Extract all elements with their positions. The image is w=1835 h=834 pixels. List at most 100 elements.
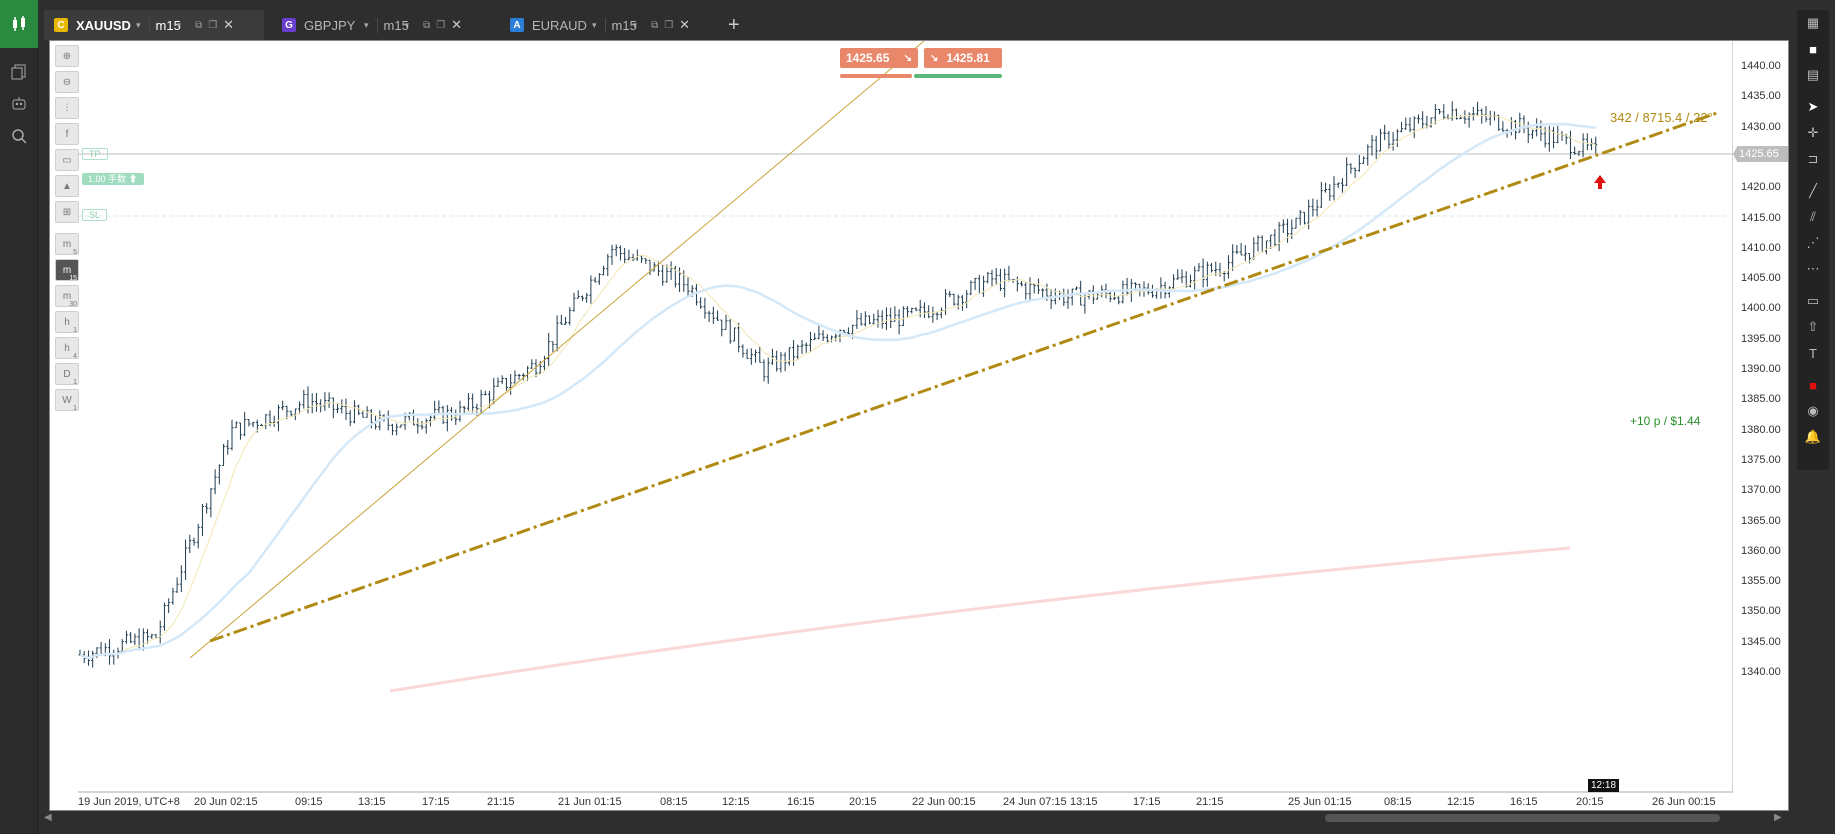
image-icon[interactable]: ▲ xyxy=(55,175,79,197)
price-tick-label: 1370.00 xyxy=(1741,484,1781,497)
layout-split-icon[interactable]: ▤ xyxy=(1806,67,1820,82)
copy-icon[interactable] xyxy=(0,56,38,88)
tab-gbpjpy[interactable]: G GBPJPY ▾ m15 ▾ ⧉ ❐ ✕ xyxy=(272,10,492,40)
facebook-icon[interactable]: f xyxy=(55,123,79,145)
duplicate-icon[interactable]: ❐ xyxy=(664,19,674,31)
measure-icon[interactable]: ⊐ xyxy=(1807,151,1819,166)
tab-timeframe[interactable]: m15 xyxy=(148,17,181,33)
symbol-badge: G xyxy=(282,18,296,32)
ma-slow-line xyxy=(79,122,1596,660)
tp-tag[interactable]: TP xyxy=(82,148,108,160)
price-tick-label: 1380.00 xyxy=(1741,423,1781,436)
fibonacci-icon[interactable]: ⋯ xyxy=(1806,261,1820,276)
arrow-down-right-icon: ↘ xyxy=(903,52,912,64)
layout-single-icon[interactable]: ■ xyxy=(1809,41,1817,57)
price-tick-label: 1365.00 xyxy=(1741,514,1781,527)
chart-plot xyxy=(78,41,1733,793)
crosshair-icon[interactable]: ✛ xyxy=(1807,125,1819,140)
scroll-left-icon[interactable]: ◀ xyxy=(44,812,52,823)
sell-price-button[interactable]: 1425.65 ↘ xyxy=(840,48,918,68)
add-tab-icon[interactable]: + xyxy=(728,14,740,36)
close-icon[interactable]: ✕ xyxy=(679,17,691,32)
price-tick-label: 1375.00 xyxy=(1741,453,1781,466)
popout-icon[interactable]: ⧉ xyxy=(651,19,659,31)
horizontal-scrollbar[interactable] xyxy=(1325,814,1720,822)
time-tick-label: 25 Jun 01:15 xyxy=(1288,796,1352,808)
arrow-up-icon[interactable]: ⇧ xyxy=(1807,319,1819,334)
tab-xauusd[interactable]: C XAUUSD ▾ m15 ▾ ⧉ ❐ ✕ xyxy=(44,10,264,40)
line-icon[interactable]: ╱ xyxy=(1809,183,1817,198)
rectangle-icon[interactable]: ▭ xyxy=(1806,293,1820,308)
tab-timeframe[interactable]: m15 xyxy=(604,17,637,33)
drawing-toolbar: ▦ ■ ▤ ➤ ✛ ⊐ ╱ ⫽ ⋰ ⋯ ▭ ⇧ T ■ ◉ 🔔 xyxy=(1797,10,1829,470)
lot-size-tag[interactable]: 1.00 手数 ⬆ xyxy=(82,173,144,185)
chevron-down-icon[interactable]: ▾ xyxy=(136,19,141,30)
search-analytics-icon[interactable] xyxy=(0,120,38,152)
price-tick-label: 1350.00 xyxy=(1741,605,1781,618)
price-tick-label: 1340.00 xyxy=(1741,666,1781,678)
pitchfork-icon[interactable]: ⋰ xyxy=(1806,235,1820,250)
arrow-down-right-icon: ↘ xyxy=(930,52,939,64)
buy-price-button[interactable]: ↘ 1425.81 xyxy=(924,48,1002,68)
alert-bell-icon[interactable]: 🔔 xyxy=(1804,429,1822,444)
tab-timeframe[interactable]: m15 xyxy=(376,17,409,33)
chevron-down-icon[interactable]: ▾ xyxy=(632,19,638,30)
time-tick-label: 22 Jun 00:15 xyxy=(912,796,976,808)
candles-icon[interactable] xyxy=(0,0,38,48)
price-tick-label: 1345.00 xyxy=(1741,635,1781,648)
sell-volume-bar xyxy=(840,74,912,78)
time-tick-label: 20:15 xyxy=(849,796,877,808)
timeframe-m15[interactable]: m 15 xyxy=(55,259,79,282)
popout-icon[interactable]: ⧉ xyxy=(423,19,431,31)
trendline-label: 342 / 8715.4 / 22° xyxy=(1610,110,1713,125)
tab-symbol: EURAUD xyxy=(532,17,587,33)
popout-icon[interactable]: ⧉ xyxy=(195,19,203,31)
layout-grid-icon[interactable]: ▦ xyxy=(1806,15,1820,30)
zoom-out-icon[interactable]: ⊖ xyxy=(55,71,79,93)
bid-price: 1425.65 xyxy=(846,51,890,65)
close-icon[interactable]: ✕ xyxy=(223,17,235,32)
time-tick-label: 12:15 xyxy=(722,796,750,808)
indicators-icon[interactable]: ⫶ xyxy=(55,97,79,119)
scroll-right-icon[interactable]: ▶ xyxy=(1774,812,1782,823)
sl-tag[interactable]: SL xyxy=(82,209,108,221)
chevron-down-icon[interactable]: ▾ xyxy=(176,19,182,30)
duplicate-icon[interactable]: ❐ xyxy=(436,19,446,31)
gamepad-icon[interactable]: ▭ xyxy=(55,149,79,171)
ma-long-line xyxy=(389,546,1571,693)
color-swatch-icon[interactable]: ■ xyxy=(1809,377,1817,393)
time-tick-label: 17:15 xyxy=(422,796,450,808)
screenshot-icon[interactable]: ⊞ xyxy=(55,201,79,223)
time-tick-label: 20:15 xyxy=(1576,796,1604,808)
channel-icon[interactable]: ⫽ xyxy=(1810,209,1816,224)
chevron-down-icon[interactable]: ▾ xyxy=(364,19,369,30)
tab-symbol: XAUUSD xyxy=(76,17,131,33)
time-tick-label: 24 Jun 07:15 xyxy=(1003,796,1067,808)
time-tick-label: 19 Jun 2019, UTC+8 xyxy=(78,796,180,808)
time-tick-label: 08:15 xyxy=(660,796,688,808)
cursor-icon[interactable]: ➤ xyxy=(1807,99,1819,114)
camera-icon[interactable]: ◉ xyxy=(1807,403,1819,418)
timeframe-m30[interactable]: m 30 xyxy=(55,285,79,308)
time-tick-label: 13:15 xyxy=(358,796,386,808)
chevron-down-icon[interactable]: ▾ xyxy=(592,19,597,30)
time-tick-label: 16:15 xyxy=(787,796,815,808)
price-tick-label: 1400.00 xyxy=(1741,302,1781,315)
tab-euraud[interactable]: A EURAUD ▾ m15 ▾ ⧉ ❐ ✕ xyxy=(500,10,720,40)
robot-icon[interactable] xyxy=(0,88,38,120)
zoom-in-icon[interactable]: ⊕ xyxy=(55,45,79,67)
close-icon[interactable]: ✕ xyxy=(451,17,463,32)
bottom-scroll-area: ◀ ▶ xyxy=(44,812,1784,826)
duplicate-icon[interactable]: ❐ xyxy=(208,19,218,31)
price-tick-label: 1435.00 xyxy=(1741,90,1781,103)
text-icon[interactable]: T xyxy=(1809,345,1817,361)
chevron-down-icon[interactable]: ▾ xyxy=(404,19,410,30)
price-tick-label: 1360.00 xyxy=(1741,544,1781,557)
